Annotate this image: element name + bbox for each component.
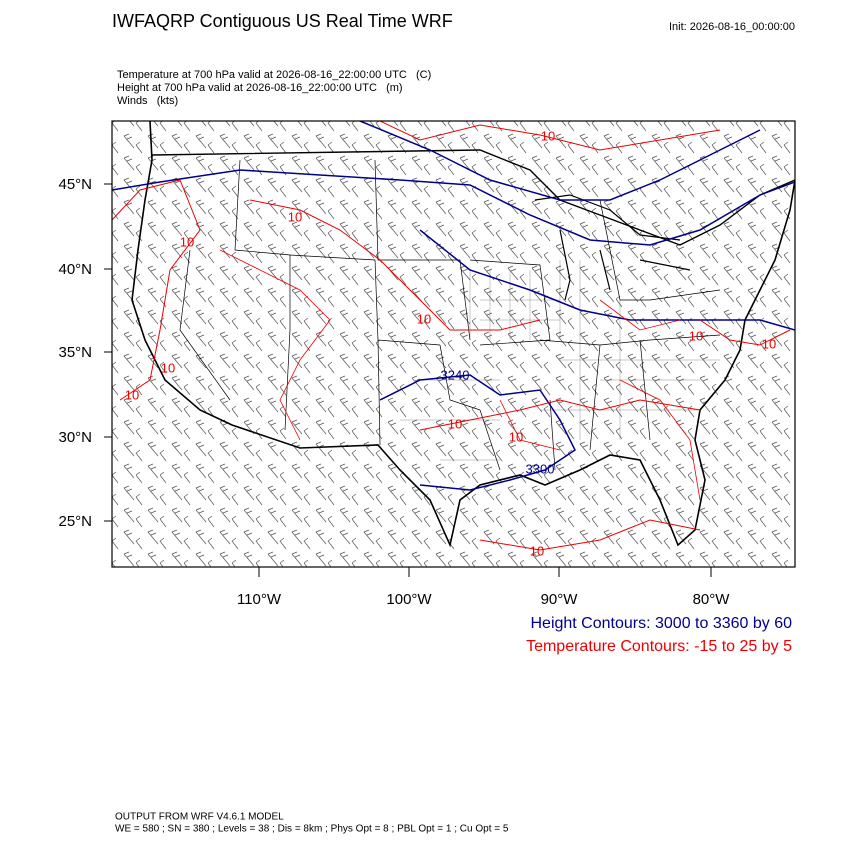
temperature-label: 10	[762, 336, 776, 351]
temperature-label: 10	[689, 328, 703, 343]
lon-label: 80°W	[693, 591, 731, 608]
lon-label: 100°W	[386, 591, 432, 608]
footer-line: OUTPUT FROM WRF V4.6.1 MODEL	[115, 812, 284, 823]
temperature-legend: Temperature Contours: -15 to 25 by 5	[526, 638, 792, 655]
lat-label: 45°N	[58, 176, 92, 193]
lon-label: 90°W	[541, 591, 579, 608]
temperature-label: 10	[509, 429, 523, 444]
temperature-label: 10	[161, 360, 175, 375]
temperature-label: 10	[180, 234, 194, 249]
temperature-label: 10	[448, 416, 462, 431]
height-label: 3300	[526, 461, 555, 476]
county-lines	[400, 260, 720, 461]
height-legend: Height Contours: 3000 to 3360 by 60	[530, 615, 792, 632]
lat-label: 30°N	[58, 429, 92, 446]
height-contour	[419, 229, 795, 331]
temperature-label: 10	[417, 311, 431, 326]
field-label: Height at 700 hPa valid at 2026-08-16_22…	[117, 82, 403, 94]
lon-label: 110°W	[237, 591, 282, 608]
temperature-label: 10	[530, 543, 544, 558]
temperature-label: 10	[125, 387, 139, 402]
coastline	[131, 121, 795, 548]
map-frame	[111, 120, 796, 568]
lat-ticks	[104, 183, 712, 577]
state-lines	[179, 159, 721, 471]
field-label: Winds (kts)	[117, 95, 178, 107]
height-contour	[379, 374, 576, 491]
temperature-label: 10	[541, 128, 555, 143]
lat-label: 25°N	[58, 513, 92, 530]
height-contour	[112, 169, 795, 246]
temperature-label: 10	[288, 209, 302, 224]
great-lakes	[534, 194, 691, 301]
temperature-contour	[112, 121, 791, 551]
wind-barbs	[112, 121, 795, 567]
field-label: Temperature at 700 hPa valid at 2026-08-…	[117, 69, 431, 81]
title: IWFAQRP Contiguous US Real Time WRF	[112, 11, 453, 31]
border	[151, 149, 795, 246]
height-label: 3240	[441, 367, 470, 382]
temperature-contour	[219, 249, 701, 501]
height-contour	[359, 121, 761, 201]
map: 3240 3300 10 10 10 10 10 10 10 10 10 10 …	[112, 121, 795, 567]
footer-line: WE = 580 ; SN = 380 ; Levels = 38 ; Dis …	[115, 824, 509, 835]
init-time: Init: 2026-08-16_00:00:00	[669, 21, 795, 33]
lat-label: 35°N	[58, 344, 92, 361]
lat-label: 40°N	[58, 261, 92, 278]
